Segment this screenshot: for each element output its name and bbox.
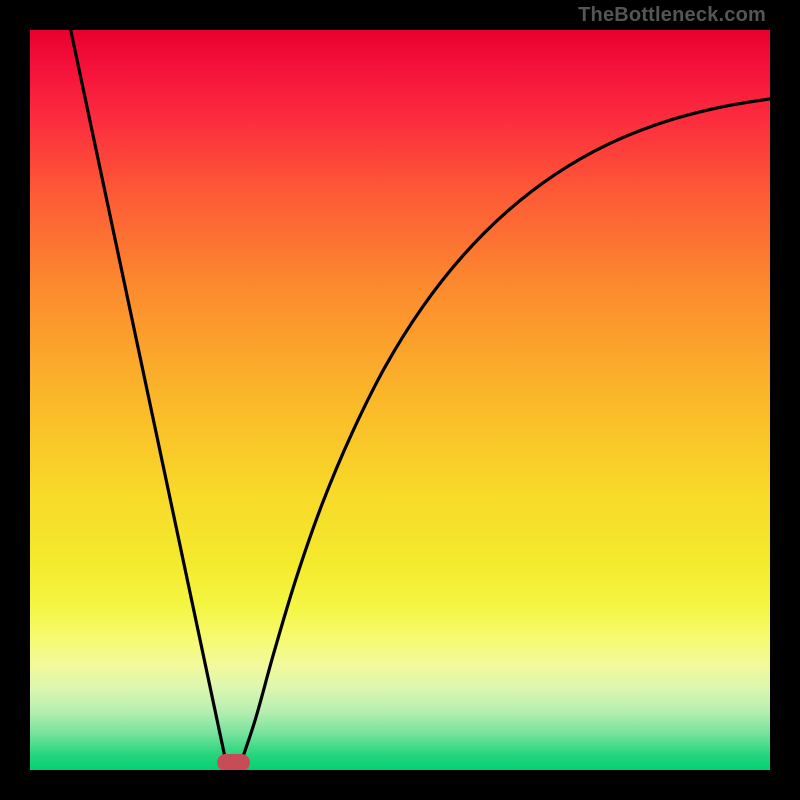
frame-left [0,0,30,800]
curve-left-branch [71,30,226,763]
curve-right-branch [241,99,770,763]
curve-layer [30,30,770,770]
minimum-marker [217,754,250,772]
frame-bottom [0,770,800,800]
plot-area [30,30,770,770]
frame-right [770,0,800,800]
watermark-text: TheBottleneck.com [578,4,766,27]
